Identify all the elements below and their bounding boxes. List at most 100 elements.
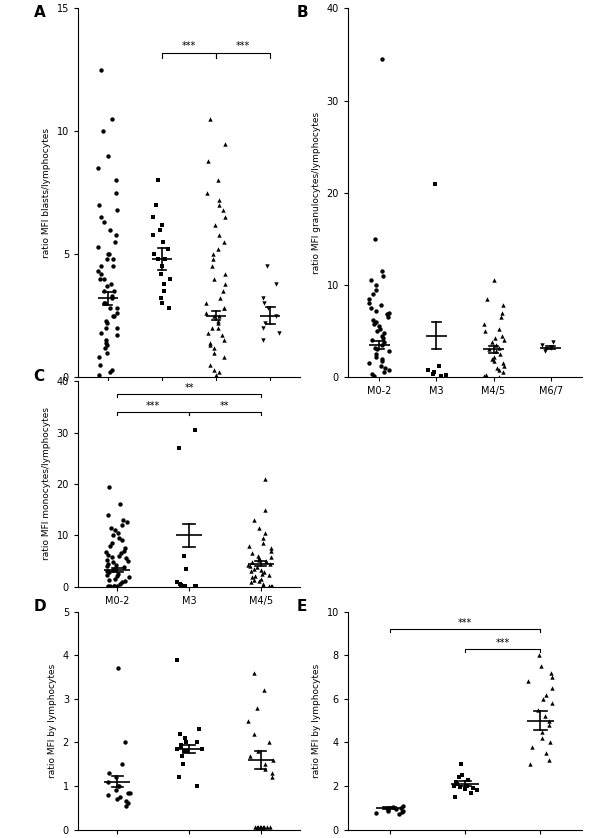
Point <box>120 736 130 749</box>
Point <box>99 215 109 229</box>
Point <box>208 247 217 261</box>
Point <box>366 273 376 287</box>
Point <box>430 177 440 190</box>
Point <box>266 544 275 557</box>
Point <box>157 267 166 281</box>
Point <box>538 732 547 745</box>
Point <box>263 302 273 315</box>
Point <box>122 515 131 529</box>
Point <box>115 498 124 511</box>
Point <box>541 688 550 701</box>
Point <box>249 727 259 741</box>
Point <box>208 252 217 266</box>
Point <box>115 779 124 793</box>
Point <box>107 536 117 550</box>
Point <box>108 309 118 323</box>
Point <box>376 323 385 336</box>
Point <box>123 786 133 799</box>
Point <box>157 260 167 273</box>
Point <box>158 218 167 231</box>
Point <box>253 820 263 834</box>
Point <box>497 310 506 323</box>
Point <box>256 572 266 586</box>
Point <box>262 820 272 834</box>
Point <box>113 321 122 334</box>
Point <box>260 758 269 771</box>
Point <box>97 260 106 273</box>
Point <box>527 740 537 753</box>
Point <box>163 242 173 256</box>
Point <box>103 252 112 266</box>
Point <box>181 562 191 576</box>
Point <box>253 561 262 574</box>
Point <box>157 260 167 273</box>
Point <box>209 272 219 286</box>
Point <box>148 210 158 224</box>
Point <box>106 580 115 593</box>
Point <box>397 805 407 819</box>
Point <box>153 173 163 187</box>
Point <box>107 363 117 376</box>
Point <box>268 753 278 767</box>
Point <box>481 324 490 338</box>
Point <box>103 565 112 578</box>
Point <box>243 558 253 572</box>
Point <box>103 346 112 360</box>
Point <box>541 343 551 356</box>
Point <box>437 370 446 383</box>
Point <box>164 302 174 315</box>
Text: ***: *** <box>236 41 250 51</box>
Point <box>107 289 117 303</box>
Y-axis label: ratio MFI granulocytes/lymphocytes: ratio MFI granulocytes/lymphocytes <box>312 111 321 274</box>
Point <box>494 323 504 336</box>
Point <box>108 260 118 273</box>
Point <box>368 287 377 301</box>
Point <box>524 675 533 688</box>
Point <box>450 790 460 804</box>
Point <box>499 365 508 379</box>
Point <box>377 328 387 342</box>
Point <box>214 242 223 256</box>
Point <box>165 272 175 286</box>
Point <box>259 292 268 305</box>
Point <box>104 574 114 587</box>
Point <box>112 228 121 241</box>
Point <box>260 503 269 516</box>
Point <box>384 363 394 376</box>
Point <box>258 334 268 347</box>
Point <box>205 358 215 371</box>
Point <box>253 820 262 834</box>
Point <box>377 298 386 312</box>
Point <box>491 332 500 345</box>
Point <box>178 579 187 592</box>
Point <box>547 670 557 684</box>
Point <box>462 779 472 793</box>
Point <box>498 357 508 370</box>
Point <box>388 800 398 814</box>
Point <box>259 566 269 579</box>
Point <box>265 736 274 749</box>
Point <box>220 235 229 249</box>
Point <box>114 531 124 545</box>
Point <box>370 232 380 246</box>
Point <box>259 531 268 545</box>
Point <box>542 747 551 760</box>
Point <box>209 346 219 360</box>
Point <box>179 744 189 758</box>
Point <box>113 567 122 581</box>
Point <box>205 336 215 349</box>
Point <box>364 292 374 305</box>
Point <box>102 316 112 329</box>
Point <box>100 297 109 310</box>
Point <box>434 360 444 373</box>
Point <box>497 328 506 342</box>
Point <box>177 749 187 763</box>
Point <box>109 529 118 542</box>
Point <box>260 316 270 329</box>
Point <box>175 577 185 591</box>
Point <box>215 228 224 241</box>
Point <box>159 277 169 291</box>
Point <box>383 310 392 323</box>
Point <box>213 314 223 328</box>
Point <box>123 554 133 567</box>
